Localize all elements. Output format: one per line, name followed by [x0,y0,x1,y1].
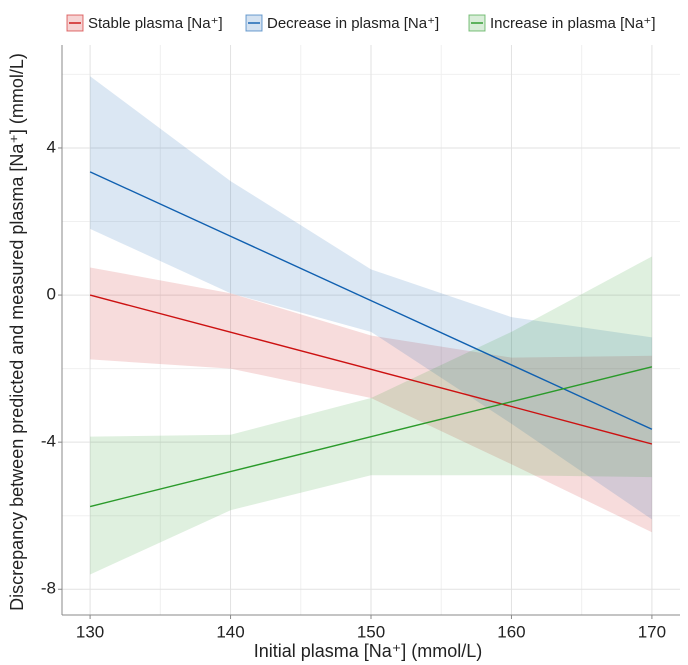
x-tick-label: 160 [497,622,525,641]
confidence-band [90,256,652,575]
legend-label: Stable plasma [Na⁺] [88,15,223,32]
y-tick-label: 0 [47,285,56,304]
x-axis-title: Initial plasma [Na⁺] (mmol/L) [254,641,483,661]
confidence-band [90,76,652,520]
legend-label: Increase in plasma [Na⁺] [490,15,656,32]
y-tick-label: 4 [47,137,56,156]
confidence-band [90,267,652,533]
x-tick-label: 130 [76,622,104,641]
line [89,366,653,508]
y-axis-title: Discrepancy between predicted and measur… [7,53,27,611]
y-tick-label: -4 [41,432,56,451]
legend-label: Decrease in plasma [Na⁺] [267,15,439,32]
x-tick-label: 150 [357,622,385,641]
line [89,294,653,445]
line [89,171,653,430]
x-tick-label: 170 [638,622,666,641]
y-tick-label: -8 [41,579,56,598]
x-tick-label: 140 [216,622,244,641]
